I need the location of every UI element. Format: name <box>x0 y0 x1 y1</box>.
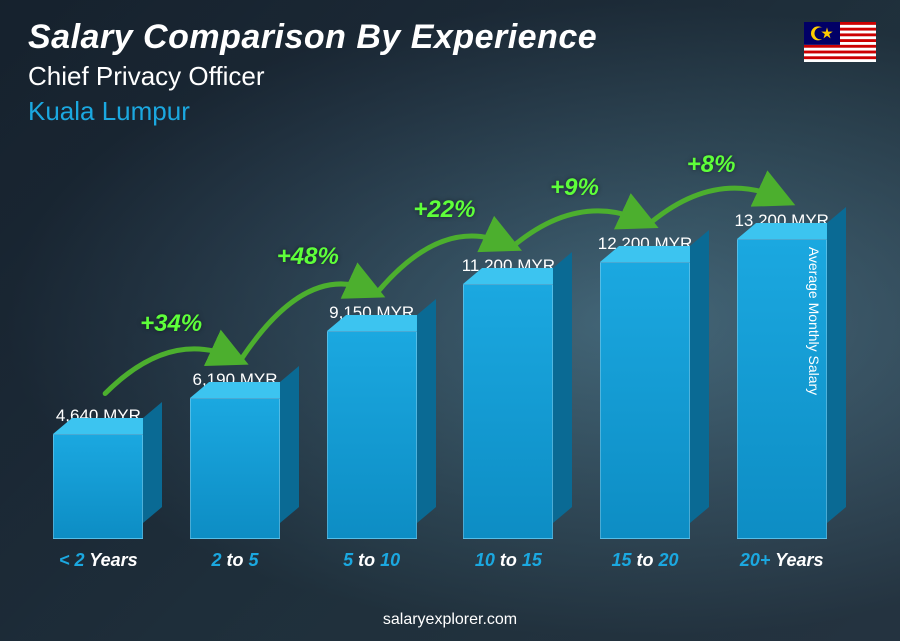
growth-pct-label-3: +22% <box>413 196 475 224</box>
bar-front-face <box>463 284 553 539</box>
bar-3d <box>190 398 280 539</box>
bar-2: 9,150 MYR <box>303 303 440 539</box>
bar-3d <box>327 331 417 539</box>
chart-location: Kuala Lumpur <box>28 96 597 127</box>
bar-front-face <box>600 262 690 539</box>
x-label-number: 20+ <box>740 550 771 570</box>
bar-0: 4,640 MYR <box>30 406 167 539</box>
growth-pct-label-4: +9% <box>550 174 599 202</box>
bar-4: 12,200 MYR <box>577 234 714 539</box>
bar-side-face <box>143 402 162 523</box>
bar-side-face <box>553 252 572 523</box>
growth-pct-label-5: +8% <box>687 151 736 179</box>
x-label-2: 5 to 10 <box>303 550 440 571</box>
x-label-0: < 2 Years <box>30 550 167 571</box>
bar-3d <box>53 434 143 539</box>
x-label-5: 20+ Years <box>713 550 850 571</box>
x-label-number: 10 <box>475 550 495 570</box>
x-label-word: to <box>632 550 659 570</box>
x-label-number: 15 <box>522 550 542 570</box>
chart-area: 4,640 MYR6,190 MYR9,150 MYR11,200 MYR12,… <box>30 160 850 571</box>
bar-side-face <box>417 299 436 523</box>
bar-3: 11,200 MYR <box>440 256 577 539</box>
x-label-word: Years <box>85 550 138 570</box>
bar-side-face <box>280 366 299 523</box>
chart-subtitle: Chief Privacy Officer <box>28 61 597 92</box>
x-label-number: 5 <box>249 550 259 570</box>
x-label-number: 2 <box>211 550 221 570</box>
chart-title: Salary Comparison By Experience <box>28 18 597 57</box>
x-label-number: 15 <box>611 550 631 570</box>
x-label-word: to <box>222 550 249 570</box>
x-label-word: to <box>353 550 380 570</box>
malaysia-flag-icon <box>804 22 876 62</box>
bar-3d <box>600 262 690 539</box>
x-label-number: 5 <box>343 550 353 570</box>
bar-3d <box>463 284 553 539</box>
x-label-number: < 2 <box>59 550 85 570</box>
bar-front-face <box>190 398 280 539</box>
x-label-3: 10 to 15 <box>440 550 577 571</box>
footer-attribution: salaryexplorer.com <box>0 611 900 629</box>
header: Salary Comparison By Experience Chief Pr… <box>28 18 597 127</box>
x-label-4: 15 to 20 <box>577 550 714 571</box>
y-axis-label: Average Monthly Salary <box>806 246 822 394</box>
x-axis-labels: < 2 Years2 to 55 to 1010 to 1515 to 2020… <box>30 550 850 571</box>
x-label-word: Years <box>770 550 823 570</box>
x-label-word: to <box>495 550 522 570</box>
bar-side-face <box>827 207 846 523</box>
x-label-number: 10 <box>380 550 400 570</box>
growth-pct-label-2: +48% <box>277 243 339 271</box>
bar-1: 6,190 MYR <box>167 370 304 539</box>
bar-5: 13,200 MYR <box>713 211 850 539</box>
bar-front-face <box>53 434 143 539</box>
bar-front-face <box>327 331 417 539</box>
x-label-number: 20 <box>659 550 679 570</box>
growth-pct-label-1: +34% <box>140 310 202 338</box>
bar-side-face <box>690 230 709 523</box>
x-label-1: 2 to 5 <box>167 550 304 571</box>
